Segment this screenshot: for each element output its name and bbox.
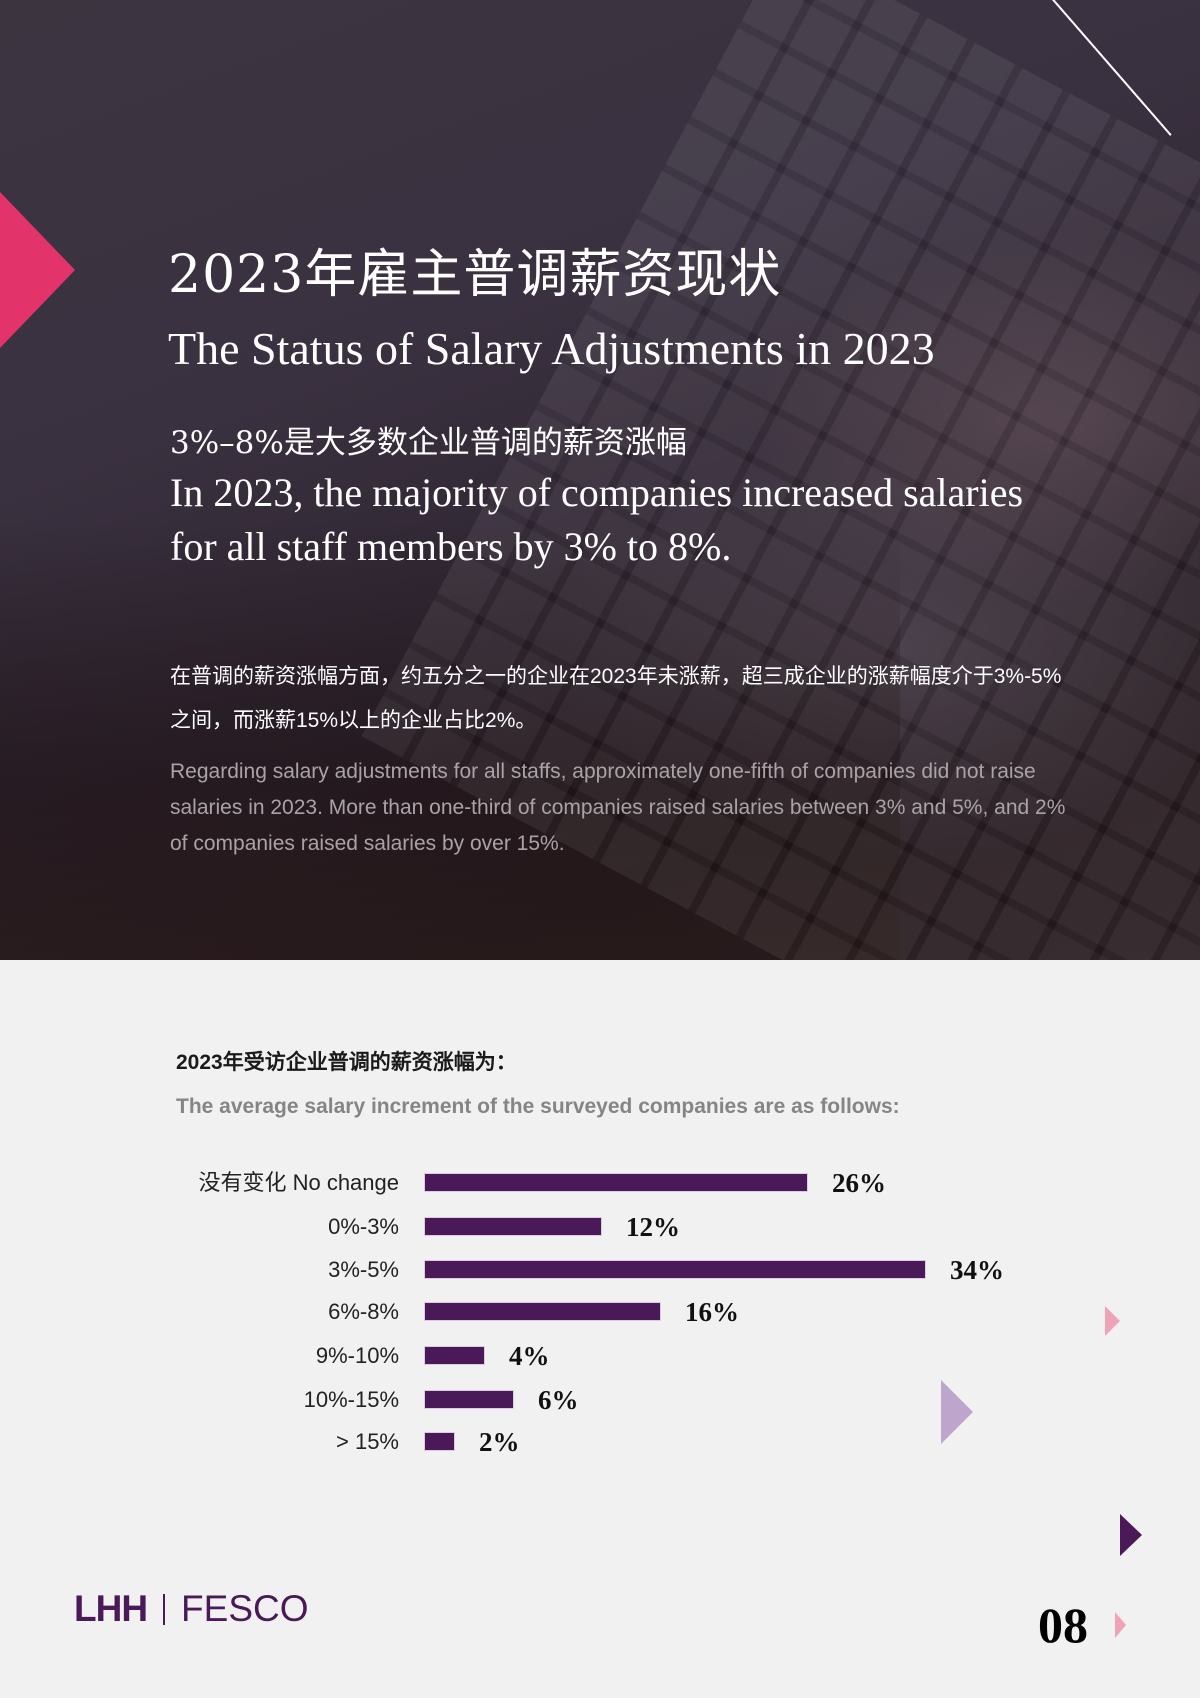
summary-en: Regarding salary adjustments for all sta… <box>170 760 1066 855</box>
category-label: 0%-3% <box>328 1214 399 1239</box>
value-label: 16% <box>685 1297 739 1327</box>
bar <box>425 1433 454 1450</box>
purple-triangle-icon <box>1120 1514 1142 1556</box>
page-title-zh: 2023年雇主普调薪资现状 <box>168 245 782 305</box>
category-label: 没有变化 No change <box>198 1170 399 1195</box>
value-label: 6% <box>538 1385 579 1415</box>
category-label: 6%-8% <box>328 1299 399 1324</box>
category-label: > 15% <box>336 1429 399 1454</box>
value-label: 2% <box>479 1427 520 1457</box>
chart-title-en: The average salary increment of the surv… <box>176 1095 900 1118</box>
logo-fesco: FESCO <box>181 1588 309 1629</box>
chart-row: 10%-15% 6% <box>0 1385 1200 1415</box>
pink-arrow-icon <box>0 192 75 348</box>
headline-zh: 3%–8%是大多数企业普调的薪资涨幅 <box>170 425 687 461</box>
pink-triangle-icon <box>1105 1306 1120 1336</box>
chart-row: 没有变化 No change 26% <box>0 1168 1200 1198</box>
chart-row: 6%-8% 16% <box>0 1297 1200 1327</box>
value-label: 26% <box>832 1168 886 1198</box>
category-label: 10%-15% <box>303 1387 399 1412</box>
hero-background-desk <box>0 520 900 960</box>
category-label: 3%-5% <box>328 1257 399 1282</box>
value-label: 34% <box>950 1255 1004 1285</box>
bar <box>425 1218 601 1235</box>
bar <box>425 1261 925 1278</box>
chart-row: 0%-3% 12% <box>0 1212 1200 1242</box>
chart-row: 9%-10% 4% <box>0 1341 1200 1371</box>
bar <box>425 1347 484 1364</box>
lhh-fesco-logo: LHH FESCO <box>74 1588 309 1630</box>
lilac-triangle-icon <box>941 1380 973 1444</box>
page-arrow-icon <box>1115 1612 1126 1638</box>
bar <box>425 1174 807 1191</box>
chart-row: 3%-5% 34% <box>0 1255 1200 1285</box>
bar <box>425 1391 513 1408</box>
summary-zh: 在普调的薪资涨幅方面，约五分之一的企业在2023年未涨薪，超三成企业的涨薪幅度介… <box>170 665 1062 732</box>
logo-lhh: LHH <box>74 1588 148 1629</box>
chart-title-zh: 2023年受访企业普调的薪资涨幅为： <box>176 1051 517 1074</box>
value-label: 12% <box>626 1212 680 1242</box>
logo-divider <box>163 1593 166 1625</box>
value-label: 4% <box>509 1341 550 1371</box>
page-title-en: The Status of Salary Adjustments in 2023 <box>168 323 935 374</box>
hero-banner: 2023年雇主普调薪资现状 The Status of Salary Adjus… <box>0 0 1200 960</box>
bar <box>425 1303 660 1320</box>
page-number: 08 <box>1038 1597 1088 1653</box>
category-label: 9%-10% <box>315 1343 399 1368</box>
chart-row: > 15% 2% <box>0 1427 1200 1457</box>
headline-en: In 2023, the majority of companies incre… <box>170 470 1024 569</box>
